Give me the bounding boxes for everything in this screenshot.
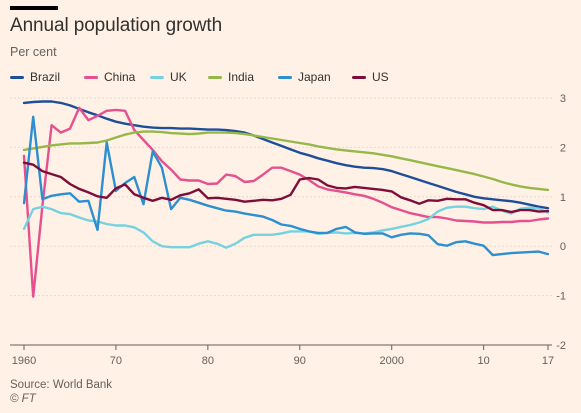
series-line-brazil [22,100,550,210]
series-lines [22,100,550,298]
legend-label-japan: Japan [298,70,331,84]
chart-subtitle: Per cent [10,45,57,59]
legend-item-us: US [352,70,389,84]
legend-item-japan: Japan [278,70,331,84]
legend-swatch-us [352,76,366,80]
y-axis-ticks: -2 -1 0 1 2 3 [556,93,566,352]
legend-label-uk: UK [170,70,187,84]
series-line-india [22,130,550,192]
y-tick-label: -2 [556,340,566,352]
legend-item-uk: UK [150,70,187,84]
series-line-china [22,106,550,298]
source-note: Source: World Bank [10,379,113,391]
y-tick-label: -1 [556,291,566,303]
ft-top-bar [10,6,58,10]
credit-note: © FT [10,393,36,405]
series-line-us [22,161,550,214]
x-tick-label: 90 [294,355,306,367]
y-tick-label: 1 [560,192,566,204]
chart-title: Annual population growth [10,15,223,36]
legend-swatch-uk [150,76,164,80]
legend-label-china: China [104,70,136,84]
legend-item-china: China [84,70,135,84]
x-tick-label: 70 [110,355,122,367]
x-tick-label: 1960 [12,355,36,367]
y-tick-label: 3 [560,93,566,105]
legend-swatch-china [84,76,98,80]
legend-label-us: US [372,70,389,84]
y-tick-label: 0 [560,241,566,253]
legend-item-brazil: Brazil [10,70,60,84]
legend-item-india: India [208,70,254,84]
series-line-japan [22,115,550,257]
x-axis-ticks: 1960 70 80 90 2000 10 17 [12,345,554,367]
legend-swatch-brazil [10,76,24,80]
x-tick-label: 17 [542,355,554,367]
legend-label-brazil: Brazil [30,70,61,84]
x-tick-label: 10 [478,355,490,367]
legend-swatch-india [208,76,222,80]
series-line-uk [22,205,550,249]
grid-lines [10,97,552,346]
x-tick-label: 80 [202,355,214,367]
legend-label-india: India [228,70,255,84]
x-tick-label: 2000 [379,355,403,367]
y-tick-label: 2 [560,142,566,154]
legend-swatch-japan [278,76,292,80]
